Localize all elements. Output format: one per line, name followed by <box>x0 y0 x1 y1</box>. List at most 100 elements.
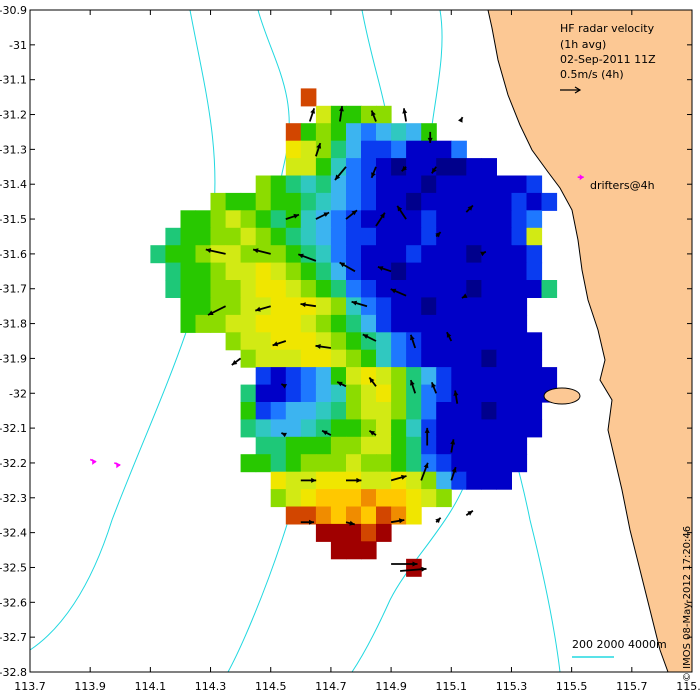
speed-cell <box>315 523 332 542</box>
speed-cell <box>406 314 422 333</box>
speed-cell <box>255 332 272 351</box>
speed-cell <box>481 419 497 438</box>
speed-cell <box>511 436 528 455</box>
speed-cell <box>376 280 392 298</box>
speed-cell <box>285 314 302 333</box>
speed-cell <box>391 384 407 403</box>
speed-cell <box>330 227 347 246</box>
speed-cell <box>285 489 302 508</box>
speed-cell <box>225 210 242 229</box>
speed-cell <box>300 227 317 246</box>
speed-cell <box>255 192 272 211</box>
speed-cell <box>496 367 512 386</box>
current-vector <box>346 477 362 483</box>
current-vector <box>207 305 227 316</box>
speed-cell <box>376 245 392 264</box>
speed-cell <box>315 262 332 281</box>
speed-cell <box>285 245 302 264</box>
speed-cell <box>361 123 377 142</box>
speed-cell <box>330 314 347 333</box>
speed-cell <box>150 245 166 264</box>
speed-cell <box>511 332 528 351</box>
speed-cell <box>330 175 347 194</box>
speed-cell <box>421 192 437 211</box>
current-vector <box>431 166 437 174</box>
speed-cell <box>300 454 317 473</box>
speed-cell <box>376 227 392 246</box>
speed-cell <box>346 105 362 124</box>
current-vector <box>370 110 377 122</box>
current-vector <box>400 566 427 572</box>
speed-cell <box>285 506 302 525</box>
y-tick-label: -31.3 <box>0 143 27 156</box>
speed-cell <box>436 192 452 211</box>
speed-cell <box>526 227 543 246</box>
speed-cell <box>240 419 257 438</box>
speed-cell <box>376 210 392 229</box>
speed-cell <box>496 280 512 298</box>
speed-cell <box>255 210 272 229</box>
speed-cell <box>300 367 317 386</box>
speed-cell <box>376 489 392 508</box>
speed-cell <box>255 262 272 281</box>
speed-cell <box>285 419 302 438</box>
plot-area: 113.7 113.9 114.1 114.3 114.5 114.7 114.9 115.1… <box>0 4 700 693</box>
speed-cell <box>466 262 482 281</box>
speed-cell <box>436 454 452 473</box>
current-vector <box>336 381 347 388</box>
speed-cell <box>270 489 287 508</box>
speed-cell <box>315 402 332 420</box>
speed-cell <box>255 175 272 194</box>
speed-cell <box>285 140 302 159</box>
speed-cell <box>451 280 467 298</box>
current-vector <box>300 477 317 483</box>
speed-cell <box>466 332 482 351</box>
legend-scale-label: 0.5m/s (4h) <box>560 68 624 81</box>
current-vector <box>401 165 407 172</box>
speed-cell <box>466 210 482 229</box>
y-tick-label: -32.4 <box>0 527 27 540</box>
speed-cell <box>255 402 272 420</box>
speed-cell <box>361 489 377 508</box>
current-vector <box>465 204 474 213</box>
speed-cell <box>391 297 407 316</box>
speed-cell <box>225 262 242 281</box>
x-tick-label: 115.9 <box>676 680 700 693</box>
speed-cell <box>481 314 497 333</box>
speed-cell <box>496 454 512 473</box>
speed-cell <box>511 297 528 316</box>
current-vector <box>409 334 417 349</box>
speed-cell <box>421 332 437 351</box>
speed-cell <box>361 471 377 490</box>
speed-cell <box>376 471 392 490</box>
speed-cell <box>526 245 543 264</box>
speed-cell <box>361 245 377 264</box>
speed-cell <box>300 436 317 455</box>
speed-cell <box>421 454 437 473</box>
current-vector <box>453 390 459 404</box>
speed-cell <box>466 245 482 264</box>
speed-cell <box>466 192 482 211</box>
speed-cell <box>361 314 377 333</box>
y-tick-label: -32.1 <box>0 422 27 435</box>
speed-cell <box>376 192 392 211</box>
speed-cell <box>180 297 197 316</box>
speed-cell <box>330 280 347 298</box>
speed-cell <box>270 367 287 386</box>
y-tick-label: -31.4 <box>0 178 27 191</box>
speed-cell <box>511 280 528 298</box>
speed-cell <box>330 192 347 211</box>
speed-cell <box>330 297 347 316</box>
current-vector <box>300 519 314 525</box>
current-vector <box>446 331 453 342</box>
speed-cell <box>180 210 197 229</box>
current-vector <box>308 108 316 122</box>
speed-cell <box>270 314 287 333</box>
speed-cell <box>361 140 377 159</box>
x-tick-label: 114.5 <box>255 680 287 693</box>
speed-cell <box>330 105 347 124</box>
y-tick-label: -32.8 <box>0 666 27 679</box>
speed-cell <box>255 384 272 403</box>
speed-cell <box>300 210 317 229</box>
speed-cell <box>496 402 512 420</box>
